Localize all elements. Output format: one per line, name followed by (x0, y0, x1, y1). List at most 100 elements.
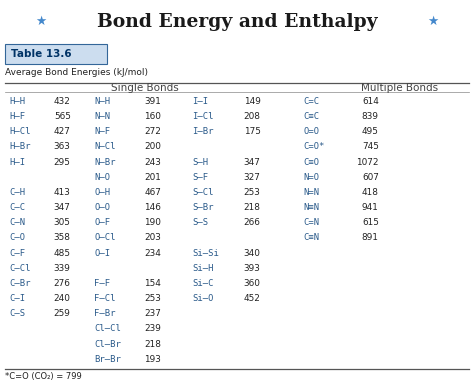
Text: 295: 295 (54, 157, 71, 167)
Text: N=O: N=O (303, 173, 319, 182)
Text: H—H: H—H (9, 97, 25, 106)
Text: I—Cl: I—Cl (192, 112, 214, 121)
Text: N—N: N—N (94, 112, 110, 121)
Text: O—Cl: O—Cl (94, 233, 116, 242)
Text: 272: 272 (145, 127, 161, 136)
Text: 259: 259 (54, 309, 71, 318)
Text: C=O*: C=O* (303, 142, 325, 151)
Text: 243: 243 (145, 157, 161, 167)
Text: 154: 154 (145, 279, 161, 288)
Text: Si—O: Si—O (192, 294, 214, 303)
Text: F—F: F—F (94, 279, 110, 288)
Text: O—O: O—O (94, 203, 110, 212)
Text: I—Br: I—Br (192, 127, 214, 136)
Text: F—Br: F—Br (94, 309, 116, 318)
Text: S—H: S—H (192, 157, 208, 167)
Text: 839: 839 (362, 112, 379, 121)
Text: 347: 347 (54, 203, 71, 212)
Text: S—F: S—F (192, 173, 208, 182)
Text: N≡N: N≡N (303, 203, 319, 212)
Text: 614: 614 (362, 97, 379, 106)
Text: 305: 305 (54, 218, 71, 227)
Text: 391: 391 (145, 97, 161, 106)
Text: 360: 360 (244, 279, 261, 288)
Text: C—F: C—F (9, 249, 25, 258)
Text: C—C: C—C (9, 203, 25, 212)
Text: C=C: C=C (303, 97, 319, 106)
Text: C≡O: C≡O (303, 157, 319, 167)
Text: Table 13.6: Table 13.6 (11, 49, 72, 59)
Text: 266: 266 (244, 218, 261, 227)
Text: Multiple Bonds: Multiple Bonds (362, 82, 438, 93)
Text: O=O: O=O (303, 127, 319, 136)
Text: O—H: O—H (94, 188, 110, 197)
Text: 418: 418 (362, 188, 379, 197)
Text: C—Br: C—Br (9, 279, 31, 288)
Text: Si—Si: Si—Si (192, 249, 219, 258)
Text: Cl—Br: Cl—Br (94, 340, 121, 349)
Text: C—I: C—I (9, 294, 25, 303)
Text: 234: 234 (145, 249, 161, 258)
Text: S—Br: S—Br (192, 203, 214, 212)
Text: 340: 340 (244, 249, 261, 258)
Text: 615: 615 (362, 218, 379, 227)
Text: H—Cl: H—Cl (9, 127, 31, 136)
Text: 276: 276 (54, 279, 71, 288)
FancyBboxPatch shape (5, 44, 107, 64)
Text: C—H: C—H (9, 188, 25, 197)
Text: N—Cl: N—Cl (94, 142, 116, 151)
Text: 413: 413 (54, 188, 71, 197)
Text: O—F: O—F (94, 218, 110, 227)
Text: 607: 607 (362, 173, 379, 182)
Text: C—Cl: C—Cl (9, 264, 31, 273)
Text: 495: 495 (362, 127, 379, 136)
Text: H—F: H—F (9, 112, 25, 121)
Text: 427: 427 (54, 127, 71, 136)
Text: 175: 175 (244, 127, 261, 136)
Text: S—Cl: S—Cl (192, 188, 214, 197)
Text: C—S: C—S (9, 309, 25, 318)
Text: 190: 190 (145, 218, 161, 227)
Text: 253: 253 (244, 188, 261, 197)
Text: H—Br: H—Br (9, 142, 31, 151)
Text: 149: 149 (244, 97, 261, 106)
Text: 253: 253 (145, 294, 161, 303)
Text: 208: 208 (244, 112, 261, 121)
Text: 218: 218 (145, 340, 161, 349)
Text: Bond Energy and Enthalpy: Bond Energy and Enthalpy (97, 13, 377, 31)
Text: O—I: O—I (94, 249, 110, 258)
Text: ★: ★ (428, 15, 439, 28)
Text: Si—H: Si—H (192, 264, 214, 273)
Text: 160: 160 (145, 112, 161, 121)
Text: 363: 363 (54, 142, 71, 151)
Text: 237: 237 (145, 309, 161, 318)
Text: I—I: I—I (192, 97, 208, 106)
Text: 452: 452 (244, 294, 261, 303)
Text: 200: 200 (145, 142, 161, 151)
Text: ★: ★ (35, 15, 46, 28)
Text: 467: 467 (145, 188, 161, 197)
Text: 218: 218 (244, 203, 261, 212)
Text: N—O: N—O (94, 173, 110, 182)
Text: 339: 339 (54, 264, 71, 273)
Text: 240: 240 (54, 294, 71, 303)
Text: 358: 358 (54, 233, 71, 242)
Text: F—Cl: F—Cl (94, 294, 116, 303)
Text: Average Bond Energies (kJ/mol): Average Bond Energies (kJ/mol) (5, 68, 148, 77)
Text: 146: 146 (145, 203, 161, 212)
Text: *C=O (CO₂) = 799: *C=O (CO₂) = 799 (5, 372, 82, 381)
Text: S—S: S—S (192, 218, 208, 227)
Text: 393: 393 (244, 264, 261, 273)
Text: 485: 485 (54, 249, 71, 258)
Text: 432: 432 (54, 97, 71, 106)
Text: 193: 193 (145, 355, 161, 364)
Text: C—N: C—N (9, 218, 25, 227)
Text: 891: 891 (362, 233, 379, 242)
Text: 203: 203 (145, 233, 161, 242)
Text: 347: 347 (244, 157, 261, 167)
Text: C≡N: C≡N (303, 233, 319, 242)
Text: 239: 239 (145, 324, 161, 334)
Text: Cl—Cl: Cl—Cl (94, 324, 121, 334)
Text: 327: 327 (244, 173, 261, 182)
Text: C≡C: C≡C (303, 112, 319, 121)
